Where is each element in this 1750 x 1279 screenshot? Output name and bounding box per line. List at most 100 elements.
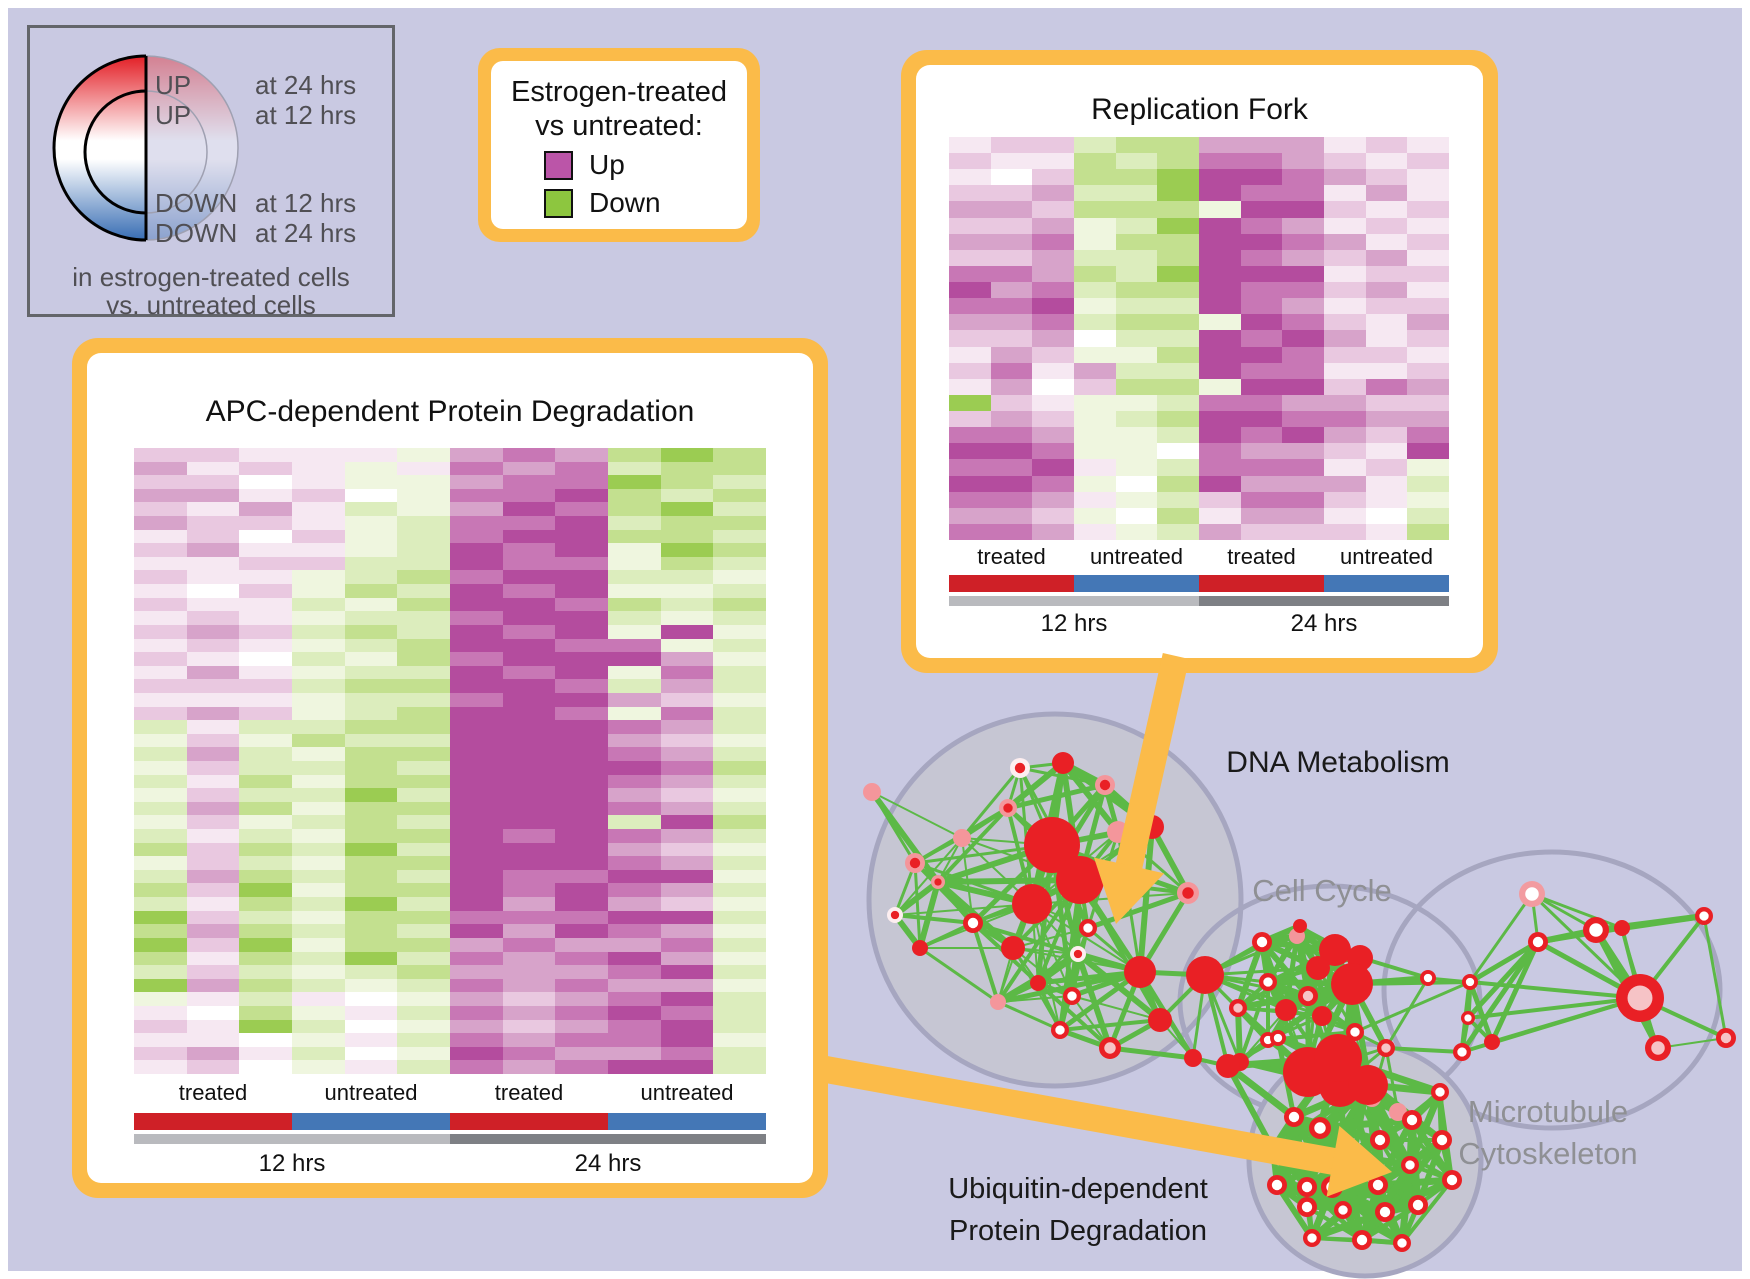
heatmap-cell xyxy=(502,829,556,843)
heatmap-cell xyxy=(1240,314,1283,331)
heatmap-cell xyxy=(1157,233,1199,250)
heatmap-cell xyxy=(397,665,450,680)
heatmap-cell xyxy=(134,529,187,544)
heatmap-cell xyxy=(344,801,398,816)
heatmap-cell xyxy=(344,502,398,517)
heatmap-cell xyxy=(1115,298,1158,315)
heatmap-cell xyxy=(1199,137,1241,154)
heatmap-cell xyxy=(949,362,991,379)
updown-key-box: UP at 24 hrs UP at 12 hrs DOWN at 12 hrs… xyxy=(27,25,395,320)
heatmap-cell xyxy=(660,475,714,489)
heatmap-cell xyxy=(502,556,556,571)
heatmap-cell xyxy=(1199,330,1241,347)
heatmap-cell xyxy=(1074,249,1116,266)
heatmap-cell xyxy=(186,597,240,612)
estrogen-legend-box: Estrogen-treated vs untreated: Up Down xyxy=(478,48,760,242)
heatmap-cell xyxy=(450,720,503,734)
heatmap-cell xyxy=(660,747,714,761)
heatmap-cell xyxy=(555,897,608,911)
heatmap-cell xyxy=(502,624,556,639)
heatmap-cell xyxy=(292,1046,345,1061)
heatmap-cell xyxy=(1365,137,1408,154)
heatmap-cell xyxy=(555,502,608,517)
heatmap-cell xyxy=(1324,201,1366,218)
heatmap-cell xyxy=(134,448,187,462)
heatmap-cell xyxy=(344,951,398,966)
heatmap-cell xyxy=(1032,282,1074,299)
heatmap-cell xyxy=(1199,217,1241,234)
heatmap-cell xyxy=(134,488,187,503)
heatmap-cell xyxy=(1282,282,1324,299)
heatmap-cell xyxy=(292,461,345,476)
heatmap-cell xyxy=(134,692,187,707)
heatmap-cell xyxy=(660,1060,714,1074)
apc-group-treated-24: treated xyxy=(494,1080,564,1105)
heatmap-cell xyxy=(713,692,766,707)
heatmap-cell xyxy=(186,815,240,830)
heatmap-cell xyxy=(239,747,292,761)
heatmap-cell xyxy=(1074,137,1116,154)
heatmap-cell xyxy=(949,459,991,476)
heatmap-cell xyxy=(555,829,608,843)
heatmap-cell xyxy=(1032,394,1074,412)
heatmap-cell xyxy=(660,801,714,816)
heatmap-cell xyxy=(134,1005,187,1020)
heatmap-cell xyxy=(450,924,503,938)
heatmap-cell xyxy=(1199,153,1241,170)
heatmap-cell xyxy=(949,298,991,315)
heatmap-cell xyxy=(660,652,714,666)
heatmap-cell xyxy=(502,584,556,598)
apc-heatmap xyxy=(134,448,766,1074)
heatmap-cell xyxy=(949,314,991,331)
heatmap-cell xyxy=(397,488,450,503)
heatmap-cell xyxy=(186,679,240,693)
heatmap-cell xyxy=(134,774,187,789)
heatmap-cell xyxy=(990,475,1033,492)
heatmap-cell xyxy=(397,611,450,625)
heatmap-cell xyxy=(660,570,714,585)
heatmap-cell xyxy=(555,529,608,544)
heatmap-cell xyxy=(1157,378,1199,395)
heatmap-cell xyxy=(1074,362,1116,379)
heatmap-cell xyxy=(949,185,991,202)
heatmap-cell xyxy=(134,611,187,625)
heatmap-cell xyxy=(1115,475,1158,492)
heatmap-cell xyxy=(397,461,450,476)
heatmap-cell xyxy=(1365,507,1408,524)
heatmap-cell xyxy=(1157,298,1199,315)
heatmap-cell xyxy=(1282,362,1324,379)
heatmap-cell xyxy=(397,829,450,843)
heatmap-cell xyxy=(1365,362,1408,379)
heatmap-cell xyxy=(1115,153,1158,170)
heatmap-cell xyxy=(713,815,766,830)
heatmap-cell xyxy=(1324,298,1366,315)
heatmap-cell xyxy=(1115,233,1158,250)
concentric-circles-key-icon xyxy=(52,54,239,242)
heatmap-cell xyxy=(1032,265,1074,283)
heatmap-cell xyxy=(397,543,450,557)
heatmap-cell xyxy=(713,652,766,666)
heatmap-cell xyxy=(292,556,345,571)
heatmap-cell xyxy=(713,788,766,802)
rf-heatmap xyxy=(949,137,1449,540)
heatmap-cell xyxy=(344,529,398,544)
heatmap-cell xyxy=(990,394,1033,412)
heatmap-cell xyxy=(949,427,991,444)
heatmap-cell xyxy=(660,448,714,462)
heatmap-cell xyxy=(1240,394,1283,412)
heatmap-cell xyxy=(186,488,240,503)
heatmap-cell xyxy=(239,720,292,734)
heatmap-cell xyxy=(555,706,608,721)
heatmap-cell xyxy=(660,788,714,802)
heatmap-cell xyxy=(397,815,450,830)
rf-group-labels: treated untreated treated untreated xyxy=(949,544,1449,570)
heatmap-cell xyxy=(239,815,292,830)
heatmap-cell xyxy=(1032,201,1074,218)
apc-condition-colorbar xyxy=(134,1113,766,1130)
heatmap-cell xyxy=(1157,394,1199,412)
heatmap-cell xyxy=(1282,411,1324,428)
heatmap-cell xyxy=(1324,249,1366,266)
heatmap-cell xyxy=(1032,153,1074,170)
heatmap-cell xyxy=(292,1005,345,1020)
heatmap-cell xyxy=(1032,443,1074,460)
